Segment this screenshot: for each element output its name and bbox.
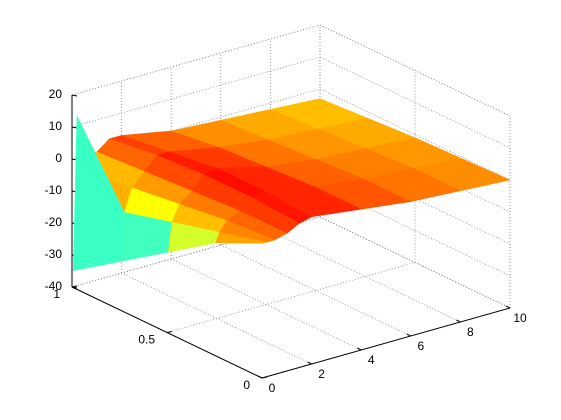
y-tick — [71, 285, 78, 288]
z-tick-label: 0 — [55, 151, 62, 165]
x-tick-label: 10 — [513, 311, 527, 325]
x-tick — [257, 375, 263, 379]
z-tick — [71, 126, 78, 129]
y-tick — [261, 376, 268, 379]
x-tick — [356, 347, 362, 351]
x-tick — [307, 361, 312, 365]
grid-line — [319, 88, 511, 181]
y-tick-label: 0.5 — [138, 333, 155, 347]
grid-line — [319, 184, 511, 277]
x-tick-label: 2 — [318, 367, 325, 381]
x-tick-label: 6 — [417, 339, 424, 353]
grid-line — [270, 230, 461, 323]
y-tick — [166, 331, 173, 333]
y-tick-label: 1 — [53, 287, 60, 301]
x-tick-label: 4 — [368, 353, 375, 367]
z-tick — [71, 94, 78, 97]
x-axis — [261, 307, 511, 379]
grid-line — [166, 262, 416, 333]
z-tick-label: 20 — [49, 87, 63, 101]
z-tick-label: -30 — [45, 247, 63, 261]
z-tick-label: -40 — [45, 279, 63, 293]
y-tick-label: 0 — [243, 378, 250, 392]
z-tick-label: -20 — [45, 215, 63, 229]
z-tick-label: 10 — [49, 119, 63, 133]
x-tick — [505, 305, 511, 309]
x-tick — [456, 319, 461, 323]
grid-line — [71, 24, 321, 96]
grid-line — [319, 24, 511, 117]
grid-line — [71, 216, 321, 288]
grid-line — [71, 56, 321, 128]
surface-patch — [215, 231, 268, 244]
x-tick — [406, 333, 412, 337]
x-tick-label: 0 — [269, 381, 276, 395]
grid-line — [171, 258, 362, 351]
grid-line — [220, 244, 411, 337]
x-tick-label: 8 — [467, 325, 474, 339]
z-tick-label: -10 — [45, 183, 63, 197]
